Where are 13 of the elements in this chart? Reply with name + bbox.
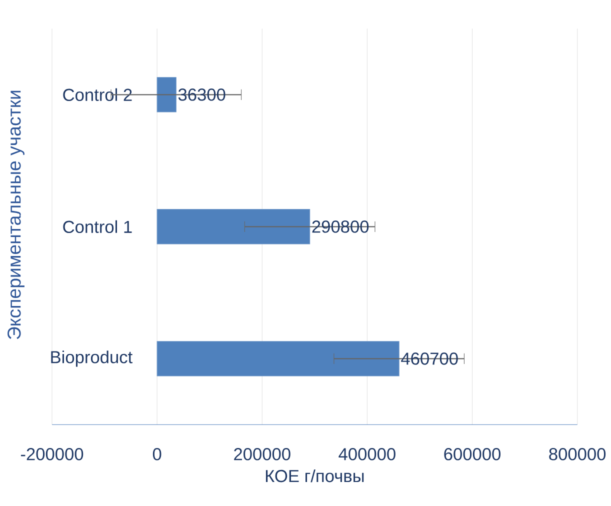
- bar: [156, 77, 176, 112]
- x-axis-title: КОЕ г/почвы: [266, 469, 364, 482]
- x-tick-label: 800000: [549, 448, 606, 460]
- bar: [156, 209, 310, 244]
- x-tick-label: 0: [152, 448, 162, 460]
- y-tick-label: Bioproduct: [51, 350, 132, 367]
- y-axis-title: Экспериментальные участки: [8, 90, 24, 340]
- x-tick-label: 200000: [234, 448, 290, 460]
- x-tick-label: 400000: [338, 448, 396, 460]
- x-tick-label: 600000: [444, 448, 500, 460]
- x-tick-label: -200000: [20, 448, 84, 460]
- bar: [156, 341, 400, 376]
- y-tick-label: Control 1: [63, 220, 132, 234]
